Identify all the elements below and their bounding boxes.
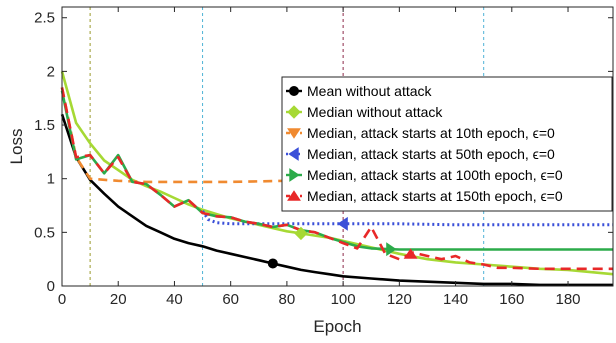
series-lines	[60, 71, 614, 287]
y-tick-label: 0	[47, 278, 55, 295]
series-line-5	[60, 87, 613, 271]
legend-marker-0	[289, 86, 299, 96]
y-tick-label: 2.5	[34, 10, 55, 27]
legend-marker-2	[287, 128, 301, 139]
y-axis-label: Loss	[7, 129, 26, 165]
y-tick-label: 1.5	[34, 117, 55, 134]
y-axis-ticks: 0 0.5 1 1.5 2 2.5	[34, 10, 613, 295]
legend-marker-4	[289, 168, 300, 182]
legend-label-4: Median, attack starts at 100th epoch, ϵ=…	[307, 167, 563, 183]
y-tick-label: 0.5	[34, 224, 55, 241]
x-tick-label: 60	[222, 291, 239, 308]
legend-label-0: Mean without attack	[307, 83, 433, 99]
series-marker-5	[403, 248, 418, 259]
legend-label-5: Median, attack starts at 150th epoch, ϵ=…	[307, 188, 563, 204]
legend-marker-5	[287, 190, 301, 201]
x-tick-label: 100	[331, 291, 356, 308]
x-axis-label: Epoch	[313, 317, 361, 336]
series-marker-1	[294, 226, 308, 241]
legend-marker-3	[288, 147, 299, 161]
x-tick-label: 160	[499, 291, 524, 308]
x-tick-label: 0	[58, 291, 66, 308]
legend-label-2: Median, attack starts at 10th epoch, ϵ=0	[307, 125, 555, 141]
y-tick-label: 1	[47, 171, 55, 188]
x-tick-label: 120	[387, 291, 412, 308]
legend-marker-1	[287, 105, 301, 119]
plot-frame	[61, 6, 614, 287]
x-tick-label: 180	[556, 291, 581, 308]
series-marker-4	[386, 242, 397, 257]
x-tick-label: 80	[279, 291, 296, 308]
x-tick-label: 20	[110, 291, 127, 308]
x-tick-label: 140	[443, 291, 468, 308]
series-marker-0	[267, 258, 278, 269]
legend-box	[281, 76, 613, 212]
series-marker-3	[337, 216, 348, 231]
x-tick-label: 40	[166, 291, 183, 308]
series-line-0	[60, 113, 613, 287]
x-axis-ticks: 0 20 40 60 80 100 120 140 160 180	[58, 7, 581, 308]
legend: Mean without attack Median without attack…	[281, 76, 613, 212]
legend-label-3: Median, attack starts at 50th epoch, ϵ=0	[307, 146, 555, 162]
series-markers	[267, 216, 418, 269]
y-tick-label: 2	[47, 63, 55, 80]
series-line-3	[201, 210, 613, 227]
legend-label-1: Median without attack	[307, 104, 443, 120]
